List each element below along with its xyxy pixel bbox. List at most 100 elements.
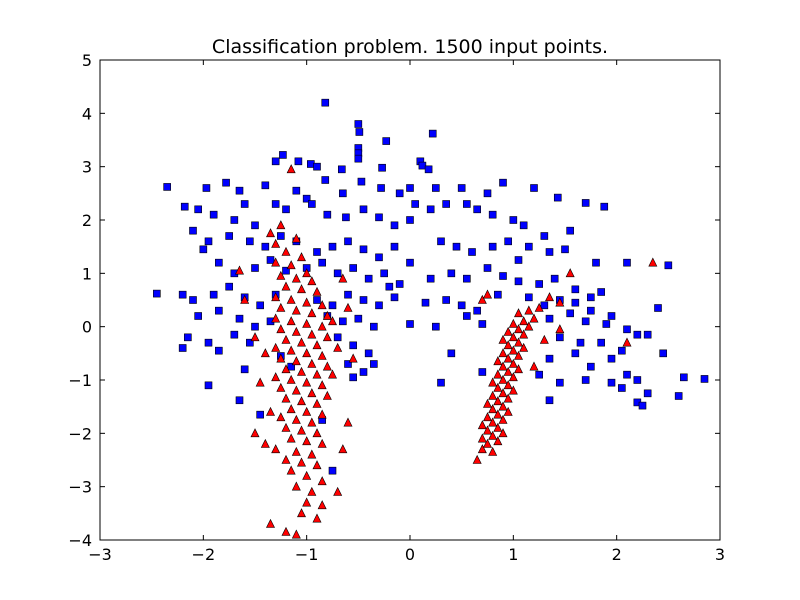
blue-square-point (411, 200, 419, 208)
blue-square-point (235, 186, 244, 195)
red-triangle-point (488, 430, 498, 440)
blue-square-point (178, 290, 187, 299)
red-triangle-point (286, 374, 296, 384)
blue-square-point (256, 301, 264, 310)
blue-square-point (256, 410, 264, 419)
blue-square-point (452, 242, 461, 251)
blue-square-point (349, 373, 357, 382)
blue-square-point (509, 216, 518, 224)
blue-square-point (592, 258, 600, 267)
red-triangle-point (291, 356, 301, 366)
red-triangle-point (276, 382, 286, 392)
red-triangle-point (503, 380, 513, 390)
blue-square-point (178, 344, 187, 352)
red-triangle-point (498, 388, 508, 398)
blue-square-point (321, 176, 330, 184)
red-triangle-point (508, 385, 518, 395)
blue-square-point (623, 258, 631, 267)
red-triangle-point (255, 377, 265, 387)
blue-square-point (478, 368, 487, 376)
red-triangle-point (302, 377, 312, 387)
red-triangle-point (343, 302, 353, 312)
red-triangle-point (514, 324, 523, 334)
red-triangle-point (235, 265, 244, 275)
blue-square-point (209, 290, 218, 299)
blue-square-point (597, 338, 605, 347)
blue-square-point (271, 157, 280, 166)
blue-square-point (287, 362, 295, 371)
red-triangle-point (307, 358, 317, 368)
red-triangle-point (297, 425, 306, 435)
blue-square-point (421, 298, 430, 307)
red-triangle-point (291, 326, 301, 336)
blue-square-point (607, 378, 616, 387)
blue-square-point (222, 178, 230, 187)
red-triangle-point (307, 417, 317, 427)
blue-square-point (194, 312, 202, 320)
red-triangle-point (493, 409, 503, 419)
blue-square-point (406, 184, 414, 192)
red-triangle-point (322, 390, 332, 400)
blue-square-point (426, 205, 435, 214)
red-triangle-point (338, 444, 348, 454)
blue-square-point (339, 189, 347, 198)
blue-square-point (318, 258, 326, 267)
y-tick-label: 4 (82, 104, 92, 123)
red-triangle-point (498, 348, 508, 358)
red-triangle-point (291, 305, 301, 315)
red-triangle-point (307, 449, 317, 459)
red-triangle-point (307, 388, 317, 398)
blue-square-point (463, 200, 471, 208)
blue-square-point (377, 184, 385, 192)
blue-square-point (395, 280, 404, 288)
red-triangle-point (302, 406, 312, 416)
blue-square-point (442, 296, 450, 304)
red-triangle-point (648, 257, 658, 267)
blue-square-point (406, 320, 414, 328)
blue-square-point (354, 154, 363, 163)
blue-square-point (380, 269, 388, 278)
blue-square-point (550, 274, 559, 283)
red-triangle-point (312, 460, 322, 470)
blue-square-point (390, 293, 399, 302)
red-triangle-point (343, 417, 353, 427)
red-triangle-point (297, 396, 306, 406)
red-triangle-point (271, 257, 281, 267)
red-triangle-point (286, 260, 296, 270)
red-triangle-point (555, 297, 565, 307)
blue-square-point (308, 200, 316, 208)
blue-square-point (323, 210, 332, 219)
blue-square-point (344, 290, 352, 299)
blue-square-point (328, 466, 337, 475)
red-triangle-point (302, 436, 312, 446)
blue-square-point (659, 349, 667, 358)
blue-square-point (204, 381, 213, 390)
blue-square-point (337, 165, 346, 174)
red-triangle-point (291, 414, 301, 424)
red-triangle-point (250, 332, 260, 342)
blue-square-point (359, 205, 368, 214)
x-tick-label: 0 (405, 545, 415, 564)
blue-square-point (375, 301, 383, 310)
red-triangle-point (286, 164, 296, 174)
blue-square-point (180, 202, 189, 211)
y-tick-label: 3 (82, 158, 92, 177)
blue-square-point (209, 210, 218, 219)
y-tick-label: 1 (82, 264, 92, 283)
red-triangle-point (281, 422, 291, 432)
blue-square-point (279, 151, 287, 159)
red-triangle-point (555, 324, 565, 334)
blue-square-point (432, 322, 440, 331)
red-triangle-point (317, 380, 327, 390)
red-triangle-point (322, 332, 332, 342)
chart-title: Classification problem. 1500 input point… (212, 36, 608, 58)
red-triangle-point (493, 356, 503, 366)
red-triangle-point (483, 438, 492, 448)
red-triangle-point (477, 433, 487, 443)
red-triangle-point (503, 326, 513, 336)
red-triangle-point (317, 321, 327, 331)
red-triangle-point (498, 361, 508, 371)
red-triangle-point (276, 412, 286, 422)
blue-square-point (385, 282, 394, 291)
